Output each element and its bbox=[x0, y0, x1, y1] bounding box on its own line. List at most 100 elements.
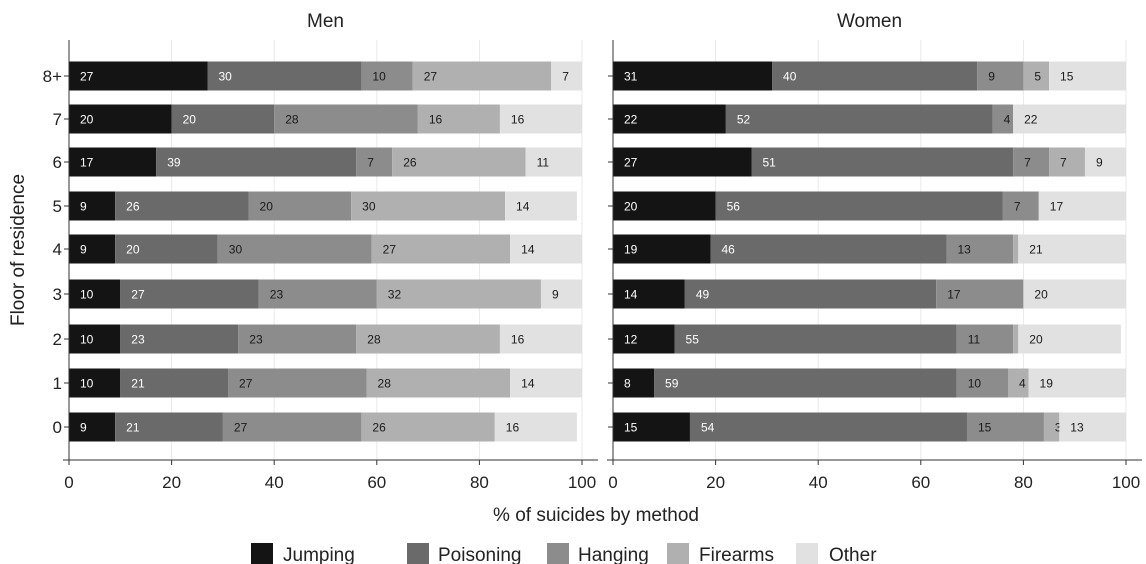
y-tick-label: 5 bbox=[53, 197, 62, 216]
y-tick-label: 1 bbox=[53, 374, 62, 393]
data-label: 3 bbox=[1055, 421, 1062, 435]
data-label: 27 bbox=[239, 377, 253, 391]
data-label: 16 bbox=[511, 333, 525, 347]
legend-label-poisoning: Poisoning bbox=[438, 545, 521, 564]
x-tick-label: 80 bbox=[470, 473, 489, 492]
data-label: 27 bbox=[131, 288, 145, 302]
legend-label-jumping: Jumping bbox=[283, 545, 355, 564]
bar-segment-poisoning bbox=[120, 368, 229, 398]
data-label: 20 bbox=[1029, 333, 1043, 347]
bar-segment-jumping bbox=[69, 412, 116, 442]
data-label: 14 bbox=[516, 200, 530, 214]
data-label: 49 bbox=[696, 288, 710, 302]
bar-segment-other bbox=[510, 234, 582, 264]
data-label: 17 bbox=[947, 288, 961, 302]
bar-segment-hanging bbox=[992, 104, 1014, 134]
bar-segment-other bbox=[499, 104, 582, 134]
bar-segment-jumping bbox=[69, 147, 157, 177]
data-label: 19 bbox=[624, 243, 638, 257]
bar-segment-hanging bbox=[258, 279, 377, 309]
bar-segment-poisoning bbox=[120, 279, 259, 309]
x-tick-label: 100 bbox=[568, 473, 596, 492]
data-label: 19 bbox=[1040, 377, 1054, 391]
data-label: 23 bbox=[270, 288, 284, 302]
legend-label-hanging: Hanging bbox=[578, 545, 649, 564]
x-tick-label: 80 bbox=[1014, 473, 1033, 492]
y-axis-title: Floor of residence bbox=[8, 174, 29, 326]
data-label: 15 bbox=[978, 421, 992, 435]
y-tick-label: 0 bbox=[53, 418, 62, 437]
data-label: 20 bbox=[624, 200, 638, 214]
bar-segment-other bbox=[499, 324, 582, 354]
bar-segment-firearms bbox=[1013, 234, 1019, 264]
data-label: 12 bbox=[624, 333, 638, 347]
legend-swatch-poisoning bbox=[407, 543, 429, 564]
bar-segment-jumping bbox=[613, 147, 752, 177]
data-label: 10 bbox=[80, 377, 94, 391]
data-label: 15 bbox=[624, 421, 638, 435]
bar-segment-firearms bbox=[361, 412, 495, 442]
data-label: 51 bbox=[763, 156, 777, 170]
y-tick-label: 8+ bbox=[43, 67, 62, 86]
bar-segment-poisoning bbox=[156, 147, 357, 177]
data-label: 4 bbox=[1019, 377, 1026, 391]
bar-segment-firearms bbox=[1008, 368, 1029, 398]
x-tick-label: 100 bbox=[1112, 473, 1140, 492]
bar-segment-firearms bbox=[1043, 412, 1060, 442]
bar-segment-hanging bbox=[966, 412, 1044, 442]
bar-segment-poisoning bbox=[751, 147, 1014, 177]
bar-segment-firearms bbox=[351, 191, 506, 221]
bar-segment-jumping bbox=[613, 412, 690, 442]
data-label: 7 bbox=[562, 70, 569, 84]
x-tick-label: 40 bbox=[809, 473, 828, 492]
bar-segment-hanging bbox=[222, 412, 362, 442]
x-tick-label: 20 bbox=[162, 473, 181, 492]
data-label: 55 bbox=[686, 333, 700, 347]
bar-segment-poisoning bbox=[171, 104, 275, 134]
legend-swatch-hanging bbox=[547, 543, 569, 564]
bar-segment-firearms bbox=[1049, 147, 1085, 177]
data-label: 54 bbox=[701, 421, 715, 435]
data-label: 10 bbox=[80, 288, 94, 302]
data-label: 9 bbox=[80, 243, 87, 257]
x-tick-label: 40 bbox=[265, 473, 284, 492]
panel-title: Men bbox=[307, 11, 344, 32]
data-label: 27 bbox=[424, 70, 438, 84]
bar-segment-firearms bbox=[366, 368, 511, 398]
data-label: 7 bbox=[1060, 156, 1067, 170]
x-tick-label: 60 bbox=[367, 473, 386, 492]
y-tick-label: 7 bbox=[53, 110, 62, 129]
bar-segment-firearms bbox=[1013, 324, 1019, 354]
data-label: 27 bbox=[234, 421, 248, 435]
bar-segment-firearms bbox=[376, 279, 541, 309]
data-label: 14 bbox=[521, 377, 535, 391]
data-label: 9 bbox=[80, 421, 87, 435]
data-label: 23 bbox=[249, 333, 263, 347]
bar-segment-jumping bbox=[69, 104, 172, 134]
bar-segment-firearms bbox=[392, 147, 526, 177]
data-label: 59 bbox=[665, 377, 679, 391]
bar-segment-jumping bbox=[69, 234, 116, 264]
legend-label-firearms: Firearms bbox=[699, 545, 774, 564]
data-label: 20 bbox=[260, 200, 274, 214]
bar-segment-other bbox=[525, 147, 582, 177]
legend-label-other: Other bbox=[829, 545, 877, 564]
data-label: 28 bbox=[367, 333, 381, 347]
data-label: 27 bbox=[624, 156, 638, 170]
bar-segment-hanging bbox=[946, 234, 1014, 264]
bar-segment-hanging bbox=[228, 368, 367, 398]
data-label: 26 bbox=[403, 156, 417, 170]
bar-segment-hanging bbox=[356, 147, 393, 177]
bar-segment-hanging bbox=[936, 279, 1024, 309]
bar-segment-other bbox=[1018, 234, 1126, 264]
data-label: 9 bbox=[80, 200, 87, 214]
y-tick-label: 2 bbox=[53, 330, 62, 349]
data-label: 52 bbox=[737, 113, 751, 127]
bar-segment-hanging bbox=[248, 191, 352, 221]
bar-segment-hanging bbox=[956, 324, 1014, 354]
bar-segment-hanging bbox=[274, 104, 418, 134]
data-label: 9 bbox=[988, 70, 995, 84]
bar-segment-hanging bbox=[977, 61, 1024, 91]
legend-swatch-jumping bbox=[251, 543, 273, 564]
